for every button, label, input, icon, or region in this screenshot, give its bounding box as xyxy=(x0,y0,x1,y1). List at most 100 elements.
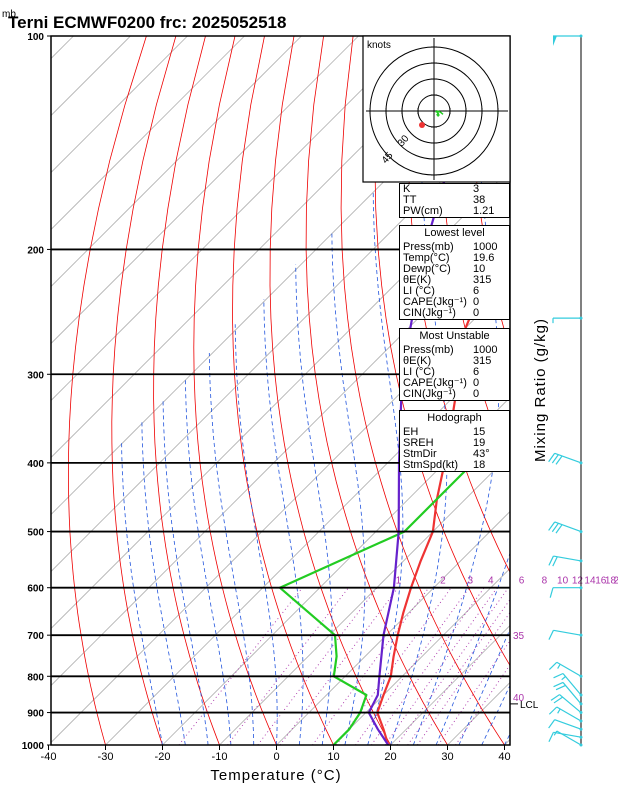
y-tick-label: 400 xyxy=(27,459,44,470)
isotherm-line xyxy=(333,567,510,745)
mixing-ratio-label: 12 xyxy=(572,576,584,587)
moist-adiabat-line xyxy=(208,352,255,745)
stat-row: Dewp(°C) 10 xyxy=(400,264,509,275)
stat-value: 1000 xyxy=(473,241,498,253)
moist-adiabat-line xyxy=(412,160,500,745)
temperature-profile-line xyxy=(376,284,510,745)
stat-value: 19 xyxy=(473,437,486,449)
stat-value: 0 xyxy=(473,296,480,308)
hodograph-trace xyxy=(435,109,444,118)
stat-value: 6 xyxy=(473,285,480,297)
moist-adiabat-line xyxy=(141,421,186,745)
mixing-ratio-line xyxy=(417,611,510,745)
hodograph-stats-panel: Hodograph EH 15 SREH 19 StmDir 43° StmSpd(kt) 1… xyxy=(399,410,510,472)
stat-row: CAPE(Jkg⁻¹) 0 xyxy=(400,297,509,308)
stat-key: CIN(Jkg⁻¹) xyxy=(403,307,456,319)
isotherm-line xyxy=(51,36,245,231)
stat-value: 1.21 xyxy=(473,205,495,217)
dry-adiabat-line xyxy=(153,36,220,745)
stat-key: LI (°C) xyxy=(403,366,435,378)
stat-row: θE(K) 315 xyxy=(400,356,509,367)
moist-adiabat-line xyxy=(367,190,404,745)
mixing-ratio-label: 14 xyxy=(584,576,596,587)
stat-value: 6 xyxy=(473,366,480,378)
stat-value: 3 xyxy=(473,183,480,195)
dry-adiabat-label: 35 xyxy=(513,631,525,642)
hodograph-unit-label: knots xyxy=(367,40,391,51)
mixing-ratio-line xyxy=(384,587,498,745)
y-tick-label: 100 xyxy=(27,32,44,43)
isotherm-line xyxy=(51,168,510,630)
dry-adiabat-line xyxy=(340,36,505,745)
stat-key: K xyxy=(403,183,411,195)
dry-adiabat-line xyxy=(68,36,147,745)
dry-adiabat-line xyxy=(269,36,391,745)
isotherm-line xyxy=(51,36,359,345)
isotherm-line xyxy=(51,36,302,288)
lowest-level-title: Lowest level xyxy=(424,227,485,239)
stat-key: SREH xyxy=(403,437,434,449)
wind-barb xyxy=(548,731,583,742)
y-tick-label: 300 xyxy=(27,370,44,381)
y-tick-label: 600 xyxy=(27,584,44,595)
y-tick-label: 200 xyxy=(27,245,44,256)
stat-row: StmSpd(kt) 18 xyxy=(400,460,509,471)
dry-adiabat-label: 40 xyxy=(513,693,525,704)
wind-barb xyxy=(548,629,583,640)
plot-area xyxy=(51,36,618,760)
mixing-ratio-label: 4 xyxy=(488,576,494,587)
most-unstable-panel: Most Unstable Press(mb) 1000 θE(K) 315 LI (°… xyxy=(399,328,510,401)
isotherm-line xyxy=(390,624,510,745)
isotherm-line xyxy=(51,225,510,687)
x-tick-label: 30 xyxy=(441,751,453,763)
wind-barb xyxy=(548,452,583,465)
dry-adiabat-line xyxy=(232,36,334,745)
x-tick-label: 20 xyxy=(384,751,396,763)
stat-key: Dewp(°C) xyxy=(403,263,451,275)
dry-adiabat-line xyxy=(374,36,510,667)
stat-row: CAPE(Jkg⁻¹) 0 xyxy=(400,378,509,389)
mixing-ratio-label: 18 xyxy=(605,576,617,587)
mixing-ratio-line xyxy=(279,587,399,745)
wind-barb xyxy=(553,672,583,697)
moist-adiabat-line xyxy=(185,379,232,745)
stat-key: Temp(°C) xyxy=(403,252,450,264)
stat-value: 0 xyxy=(473,377,480,389)
dry-adiabat-line xyxy=(589,36,618,760)
dry-adiabat-line xyxy=(470,36,510,352)
lcl-label: LCL xyxy=(520,700,539,711)
lowest-level-panel: Lowest level Press(mb) 1000 Temp(°C) 19.6 De… xyxy=(399,225,510,320)
mixing-ratio-label: 6 xyxy=(519,576,525,587)
x-axis-label: Temperature (°C) xyxy=(210,767,341,784)
stat-row: CIN(Jkg⁻¹) 0 xyxy=(400,308,509,319)
wind-barb xyxy=(553,681,583,706)
stat-row: Press(mb) 1000 xyxy=(400,242,509,253)
indices-panel: K 3 TT 38 PW(cm) 1.21 xyxy=(399,183,510,218)
dry-adiabat-line xyxy=(407,36,510,574)
mixing-ratio-line xyxy=(407,598,510,745)
moist-adiabat-line xyxy=(481,684,510,745)
isotherm-line xyxy=(219,453,510,745)
stat-key: θE(K) xyxy=(403,274,432,286)
mixing-ratio-label: 1 xyxy=(396,576,402,587)
moist-adiabat-line xyxy=(263,299,304,745)
mixing-ratio-label: 10 xyxy=(557,576,569,587)
stat-row: SREH 19 xyxy=(400,438,509,449)
mixing-ratio-label: 2 xyxy=(440,576,446,587)
stat-value: 10 xyxy=(473,263,486,275)
stat-key: Press(mb) xyxy=(403,344,454,356)
stat-value: 0 xyxy=(473,388,480,400)
stat-row: StmDir 43° xyxy=(400,449,509,460)
dry-adiabat-line xyxy=(305,36,448,745)
mixing-ratio-line xyxy=(437,640,510,745)
isotherm-line xyxy=(562,36,618,745)
x-tick-label: 0 xyxy=(273,751,279,763)
stat-value: 315 xyxy=(473,355,492,367)
wind-barb xyxy=(550,694,583,715)
wind-barb-column xyxy=(548,34,583,747)
wind-barb xyxy=(552,316,583,324)
wind-barb xyxy=(553,34,583,46)
dewpoint-profile-line xyxy=(278,424,510,745)
stat-key: LI (°C) xyxy=(403,285,435,297)
